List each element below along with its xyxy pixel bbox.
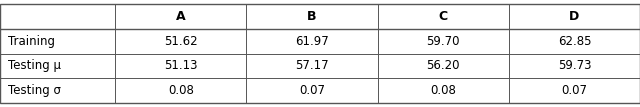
Text: 57.17: 57.17 — [295, 59, 329, 72]
Text: C: C — [438, 10, 448, 23]
Text: A: A — [176, 10, 186, 23]
Text: 0.08: 0.08 — [168, 84, 194, 97]
Text: 0.08: 0.08 — [430, 84, 456, 97]
Text: Testing μ: Testing μ — [8, 59, 61, 72]
Text: Training: Training — [8, 35, 54, 48]
Text: 59.73: 59.73 — [557, 59, 591, 72]
Text: 0.07: 0.07 — [561, 84, 588, 97]
Text: 62.85: 62.85 — [557, 35, 591, 48]
Text: D: D — [569, 10, 580, 23]
Text: 51.13: 51.13 — [164, 59, 198, 72]
Text: 56.20: 56.20 — [426, 59, 460, 72]
Text: B: B — [307, 10, 317, 23]
Text: 51.62: 51.62 — [164, 35, 198, 48]
Text: Testing σ: Testing σ — [8, 84, 61, 97]
Text: 61.97: 61.97 — [295, 35, 329, 48]
Text: 0.07: 0.07 — [299, 84, 325, 97]
Text: 59.70: 59.70 — [426, 35, 460, 48]
